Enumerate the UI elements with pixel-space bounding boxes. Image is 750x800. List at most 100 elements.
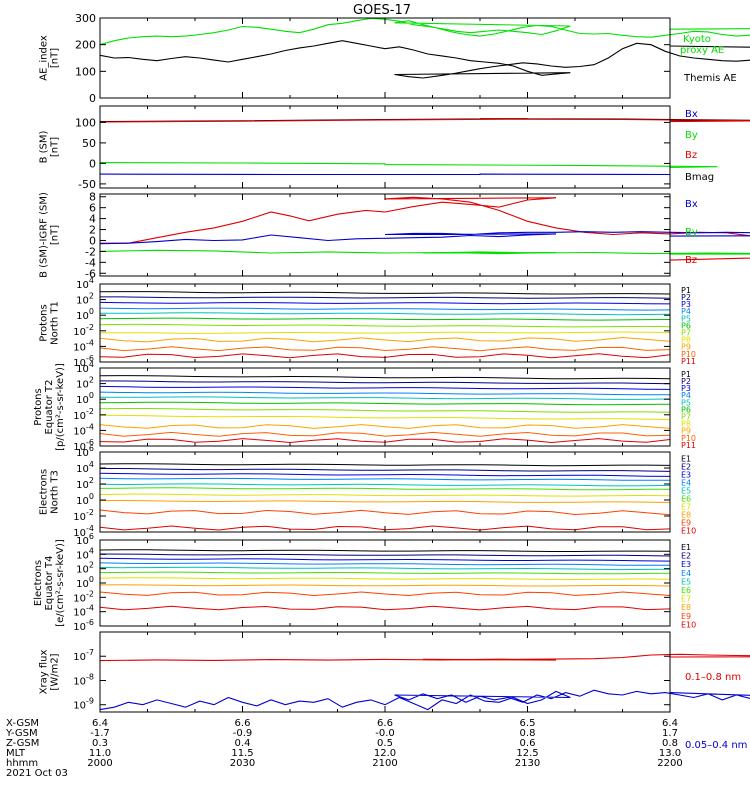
- legend-item: P6: [681, 405, 691, 414]
- footer-value: 2100: [372, 758, 397, 769]
- flux-line-e4: [99, 562, 670, 566]
- legend-item: P4: [681, 391, 691, 400]
- y-tick-label: 104: [76, 546, 94, 561]
- legend-item: P9: [681, 427, 691, 436]
- legend-item: P6: [681, 321, 691, 330]
- legend-item: P1: [681, 286, 691, 295]
- footer-value: 0.5: [377, 738, 393, 749]
- flux-line-p9: [99, 336, 671, 343]
- y-tick-label: 10-4: [73, 338, 94, 353]
- y-axis-label: Xray flux [W/m2]: [39, 650, 61, 695]
- flux-line-e6: [99, 571, 671, 575]
- footer-value: 2030: [230, 758, 255, 769]
- y-axis-label-line: B (SM): [39, 130, 50, 163]
- y-axis-label-line: Equator T4: [44, 556, 55, 611]
- flux-line-p3: [99, 385, 671, 390]
- footer-value: 6.6: [235, 718, 251, 729]
- legend-item: P8: [681, 336, 691, 345]
- plot-title: GOES-17: [353, 3, 411, 18]
- footer-value: 6.4: [92, 718, 108, 729]
- legend-item: E7: [681, 503, 691, 512]
- flux-line-e7: [99, 493, 671, 497]
- flux-line-e2: [100, 468, 671, 472]
- flux-line-e8: [100, 500, 671, 503]
- y-axis-label: Electrons North T3: [39, 469, 61, 515]
- footer-value: 6.6: [377, 718, 393, 729]
- y-axis-label: AE_index [nT]: [39, 35, 61, 81]
- y-tick-label: 10-4: [73, 604, 94, 619]
- panel-frame: [99, 17, 671, 99]
- legend-item: P9: [681, 343, 691, 352]
- y-tick-label: 102: [76, 561, 94, 576]
- legend-item: E3: [681, 560, 691, 569]
- y-tick-label: 10-4: [73, 422, 94, 437]
- flux-line-e9: [99, 591, 671, 597]
- legend-item: By: [685, 227, 698, 238]
- y-axis-label-line: Equator T2: [44, 380, 55, 435]
- legend-item: E2: [681, 552, 691, 561]
- legend-item: 0.05–0.4 nm: [685, 740, 747, 751]
- legend-item: Bx: [685, 199, 698, 210]
- footer-value: 0.3: [92, 738, 108, 749]
- legend-item: P2: [681, 377, 691, 386]
- series-line-by: [99, 162, 718, 169]
- footer-row-label: X-GSM: [6, 718, 39, 729]
- y-tick-label: 10-8: [73, 672, 94, 687]
- y-tick-label: -4: [85, 256, 96, 269]
- flux-line-p9: [99, 424, 671, 429]
- flux-line-p7: [99, 323, 671, 328]
- flux-line-p7: [99, 408, 671, 413]
- y-tick-label: 100: [75, 65, 96, 78]
- panel-frame: [99, 193, 671, 277]
- y-axis-label: B (SM) [nT]: [39, 130, 61, 163]
- footer-value: 2130: [515, 758, 540, 769]
- footer-row-label: hhmm: [6, 758, 38, 769]
- flux-line-e8: [99, 584, 671, 587]
- y-axis-label-line: [nT]: [50, 225, 61, 245]
- legend-item: E2: [681, 463, 691, 472]
- flux-line-p2: [99, 380, 671, 385]
- legend-kyoto-2: proxy AE: [680, 45, 724, 56]
- flux-line-e1: [99, 549, 671, 552]
- footer-value: 6.5: [520, 718, 536, 729]
- footer-value: 12.5: [516, 748, 538, 759]
- y-tick-label: 100: [76, 575, 94, 590]
- footer-value: 12.0: [374, 748, 396, 759]
- footer-value: -1.7: [90, 728, 110, 739]
- legend-item: E8: [681, 511, 691, 520]
- flux-line-e9: [99, 509, 671, 516]
- legend-item: E7: [681, 595, 691, 604]
- flux-line-e3: [99, 557, 671, 562]
- legend-item: Bx: [685, 109, 698, 120]
- legend-item: E6: [681, 586, 691, 595]
- flux-line-p1: [99, 291, 671, 295]
- legend-themis: Themis AE: [683, 73, 737, 84]
- panel-bsm: -50 0 50 100 B (SM) [nT] Bx By Bz Bmag: [39, 105, 750, 191]
- legend-item: P7: [681, 413, 691, 422]
- flux-line-p6: [99, 401, 671, 406]
- legend-item: P8: [681, 420, 691, 429]
- series-line-0-05-0-4-nm: [99, 689, 750, 711]
- y-tick-label: 50: [82, 137, 96, 150]
- footer-value: 13.0: [659, 748, 681, 759]
- legend-item: E9: [681, 612, 691, 621]
- legend-item: P4: [681, 307, 691, 316]
- footer-value: 11.0: [89, 748, 111, 759]
- y-tick-label: -6: [85, 267, 96, 280]
- legend-item: E5: [681, 487, 691, 496]
- legend-kyoto: Kyoto: [683, 34, 711, 45]
- panel-frame: [99, 105, 671, 189]
- footer-value: 2200: [657, 758, 682, 769]
- y-axis-label-line: AE_index: [39, 35, 50, 81]
- y-tick-label: 6: [89, 202, 96, 215]
- flux-line-e5: [99, 566, 671, 571]
- y-tick-label: 102: [76, 292, 94, 307]
- y-tick-label: 2: [89, 224, 96, 237]
- legend-item: P10: [681, 434, 696, 443]
- legend-item: E6: [681, 495, 691, 504]
- footer-value: 11.5: [231, 748, 253, 759]
- y-axis-label-line: B (SM)-IGRF (SM): [39, 192, 50, 278]
- flux-line-p6: [99, 317, 671, 321]
